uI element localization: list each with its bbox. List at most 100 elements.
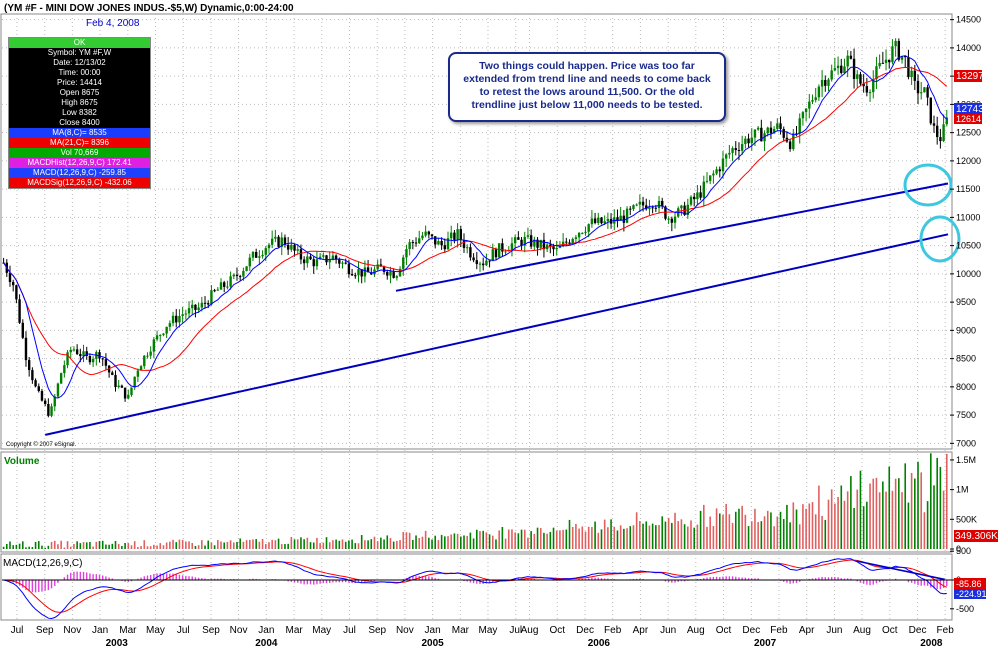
candle-body xyxy=(450,232,453,239)
volume-bar xyxy=(453,533,456,549)
candle-body xyxy=(350,273,354,276)
volume-bar xyxy=(101,540,104,549)
candle-body xyxy=(446,238,450,250)
last-price-label: 12743 xyxy=(956,104,984,115)
volume-bar xyxy=(383,539,385,549)
month-label: Nov xyxy=(396,625,414,636)
candle-body xyxy=(814,97,817,101)
volume-bar xyxy=(447,536,449,549)
candle-body xyxy=(923,87,926,93)
candle-body xyxy=(718,169,721,172)
volume-bar xyxy=(495,539,497,549)
candle-body xyxy=(149,351,152,356)
trendline xyxy=(45,233,949,436)
ma8-price-label: 12614 xyxy=(956,114,981,124)
volume-bar xyxy=(210,542,213,549)
volume-bar xyxy=(850,476,852,549)
month-label: Jul xyxy=(177,625,190,636)
volume-bar xyxy=(523,529,526,549)
candle-body xyxy=(661,200,664,207)
volume-bar xyxy=(434,535,437,549)
copyright-text: Copyright © 2007 eSignal. xyxy=(6,441,76,448)
volume-bar xyxy=(808,503,811,549)
candle-body xyxy=(143,355,146,367)
candle-body xyxy=(475,260,478,264)
candle-body xyxy=(146,355,149,357)
candle-body xyxy=(392,271,395,278)
volume-bar xyxy=(248,539,251,549)
volume-bar xyxy=(830,489,833,549)
candle-body xyxy=(584,231,587,233)
volume-bar xyxy=(63,547,66,549)
volume-bar xyxy=(264,543,267,549)
volume-bar xyxy=(12,545,14,549)
candle-body xyxy=(942,124,945,142)
volume-bar xyxy=(306,537,309,549)
candle-body xyxy=(590,218,594,225)
candle-body xyxy=(648,207,651,210)
volume-bar xyxy=(584,531,587,549)
candle-body xyxy=(53,396,56,407)
volume-bar xyxy=(66,541,69,549)
candle-body xyxy=(593,218,597,224)
year-label: 2004 xyxy=(255,638,278,649)
candle-body xyxy=(389,271,392,276)
volume-bar xyxy=(683,524,686,549)
candle-body xyxy=(849,55,853,59)
candle-body xyxy=(130,387,133,395)
candle-body xyxy=(462,240,466,248)
candle-body xyxy=(804,108,808,113)
volume-bar xyxy=(866,501,868,549)
candle-body xyxy=(619,215,622,221)
ma21-line xyxy=(3,66,948,376)
candle-body xyxy=(577,232,581,238)
volume-bar xyxy=(482,530,484,549)
month-label: Mar xyxy=(285,625,303,636)
candle-body xyxy=(894,40,897,47)
volume-bar xyxy=(335,539,337,549)
candle-body xyxy=(213,290,216,292)
info-macd: MACD(12,26,9,C) -259.85 xyxy=(9,168,150,178)
candle-body xyxy=(913,70,917,81)
month-label: Oct xyxy=(550,625,566,636)
volume-bar xyxy=(664,521,667,549)
candle-body xyxy=(811,100,814,102)
volume-bar xyxy=(543,532,545,549)
volume-tick-label: 0 xyxy=(956,544,961,554)
month-label: Dec xyxy=(909,625,927,636)
volume-bar xyxy=(9,541,11,549)
month-label: Jun xyxy=(660,625,676,636)
info-row: Close 8400 xyxy=(59,118,100,127)
candle-body xyxy=(715,169,718,174)
volume-bar xyxy=(53,540,56,549)
volume-bar xyxy=(741,505,743,549)
retest-highlight xyxy=(903,163,953,207)
volume-bar xyxy=(907,502,910,549)
volume-tick-label: 500K xyxy=(956,514,977,524)
volume-bar xyxy=(642,523,644,549)
candle-body xyxy=(229,276,232,287)
candle-body xyxy=(920,92,923,94)
candle-body xyxy=(127,394,130,399)
candle-body xyxy=(747,138,750,144)
volume-bar xyxy=(862,506,865,549)
volume-bar xyxy=(28,546,30,549)
volume-bar xyxy=(185,541,187,549)
candle-body xyxy=(226,286,229,288)
candle-body xyxy=(318,256,322,260)
candle-body xyxy=(859,74,862,84)
candle-body xyxy=(533,239,536,247)
candle-body xyxy=(334,255,338,260)
candle-body xyxy=(750,137,753,144)
volume-bar xyxy=(258,541,261,549)
candle-body xyxy=(315,259,319,267)
candle-body xyxy=(360,269,363,277)
volume-bar xyxy=(389,538,392,549)
volume-bar xyxy=(894,478,897,549)
volume-bar xyxy=(773,526,775,549)
candle-body xyxy=(207,303,210,305)
volume-bar xyxy=(2,546,5,549)
candle-body xyxy=(808,101,811,109)
candle-body xyxy=(440,241,443,246)
volume-bar xyxy=(117,543,120,549)
